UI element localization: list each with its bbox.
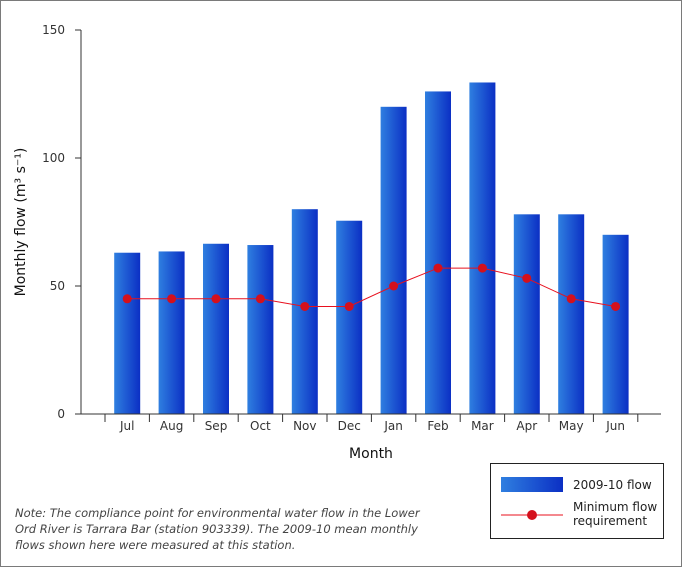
bar-aug <box>158 251 185 414</box>
bar-feb <box>425 91 451 414</box>
bar-oct <box>247 245 274 414</box>
min-flow-point-may <box>566 294 576 304</box>
footnote: Note: The compliance point for environme… <box>15 506 420 552</box>
x-tick-label-oct: Oct <box>250 419 271 433</box>
legend-label-flow: 2009-10 flow <box>573 478 652 492</box>
x-tick-label-mar: Mar <box>471 419 494 433</box>
min-flow-point-nov <box>300 301 310 311</box>
bar-dec <box>336 220 363 414</box>
x-tick-label-jun: Jun <box>605 419 625 433</box>
x-tick-label-jan: Jan <box>383 419 403 433</box>
y-tick-label-0: 0 <box>57 407 65 421</box>
y-tick-label-50: 50 <box>50 279 65 293</box>
bar-jul <box>114 252 141 414</box>
y-tick-labels: 0 50 100 150 <box>42 23 65 421</box>
bar-jun <box>602 234 629 414</box>
min-flow-line-group <box>122 263 621 311</box>
legend: 2009-10 flow Minimum flow requirement <box>490 463 664 539</box>
bar-may <box>558 214 585 414</box>
legend-swatch-line <box>501 510 563 520</box>
min-flow-point-oct <box>255 294 265 304</box>
legend-swatch-bar <box>501 477 563 492</box>
min-flow-point-jun <box>611 301 621 311</box>
y-tick-label-150: 150 <box>42 23 65 37</box>
min-flow-point-aug <box>167 294 177 304</box>
x-tick-label-nov: Nov <box>293 419 316 433</box>
bar-sep <box>203 243 229 414</box>
x-tick-label-dec: Dec <box>338 419 361 433</box>
axes-group <box>75 29 661 422</box>
x-tick-labels: Jul Aug Sep Oct Nov Dec Jan Feb Mar Apr May Jun <box>119 419 625 433</box>
y-tick-label-100: 100 <box>42 151 65 165</box>
min-flow-line <box>127 267 616 307</box>
min-flow-point-dec <box>344 301 354 311</box>
x-tick-label-aug: Aug <box>160 419 183 433</box>
x-tick-label-jul: Jul <box>119 419 134 433</box>
legend-item-flow: 2009-10 flow <box>491 476 663 494</box>
bars-group <box>114 82 629 415</box>
legend-label-min-flow: Minimum flow requirement <box>573 500 658 528</box>
x-tick-label-feb: Feb <box>427 419 448 433</box>
bar-mar <box>469 82 496 414</box>
legend-item-min-flow: Minimum flow requirement <box>491 500 663 532</box>
min-flow-point-feb <box>433 263 443 273</box>
min-flow-point-jan <box>389 281 399 291</box>
min-flow-point-sep <box>211 294 221 304</box>
x-tick-label-apr: Apr <box>516 419 537 433</box>
min-flow-point-mar <box>477 263 487 273</box>
x-axis-title: Month <box>349 446 393 462</box>
bar-jan <box>380 106 407 415</box>
bar-nov <box>291 209 318 414</box>
bar-apr <box>513 214 540 414</box>
x-tick-label-may: May <box>559 419 584 433</box>
x-tick-label-sep: Sep <box>205 419 228 433</box>
y-axis-title: Monthly flow (m³ s⁻¹) <box>13 148 29 297</box>
min-flow-point-jul <box>122 294 132 304</box>
min-flow-point-apr <box>522 273 532 283</box>
